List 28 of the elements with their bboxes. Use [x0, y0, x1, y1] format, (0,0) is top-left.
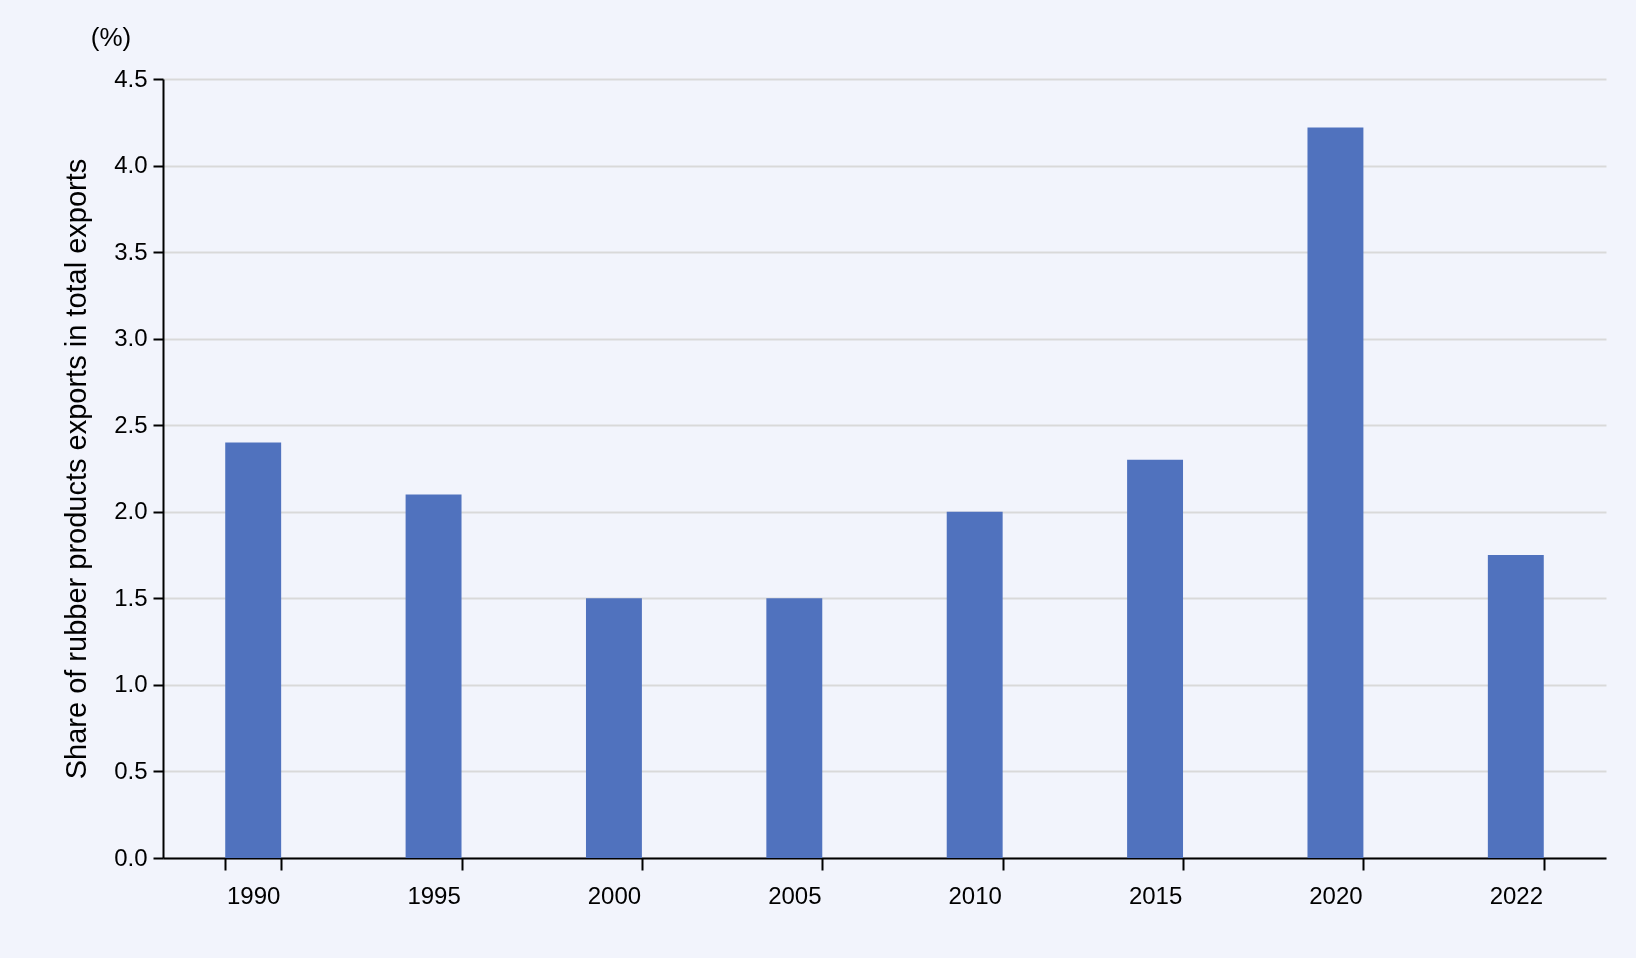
text: (%) — [90, 22, 132, 52]
y-tick-label: 1.5 — [114, 583, 148, 611]
bar — [1487, 555, 1544, 858]
y-tick-label: 4.0 — [114, 151, 148, 179]
x-tick-label: 2015 — [1128, 881, 1183, 909]
bar — [405, 494, 462, 858]
y-tick-label: 4.5 — [114, 64, 148, 92]
x-tick-label: 2022 — [1489, 881, 1544, 909]
y-tick-label: 3.5 — [114, 237, 148, 265]
bar — [585, 598, 642, 858]
bar — [1307, 127, 1364, 858]
y-tick-label: 3.0 — [114, 324, 148, 352]
bar — [1127, 459, 1184, 858]
y-tick-label: 1.0 — [114, 670, 148, 698]
x-tick-label: 2005 — [768, 881, 822, 909]
y-tick-label: 2.0 — [114, 497, 148, 525]
bar — [225, 442, 282, 858]
x-tick-label: 2020 — [1309, 881, 1363, 909]
x-tick-label: 1990 — [226, 881, 281, 909]
bar — [766, 598, 823, 858]
bar — [946, 511, 1003, 858]
x-tick-label: 2000 — [587, 881, 642, 909]
y-tick-label: 2.5 — [114, 410, 148, 438]
x-tick-label: 2010 — [948, 881, 1002, 909]
y-axis-title: Share of rubber products exports in total exports — [60, 158, 93, 780]
y-tick-label: 0.5 — [114, 756, 148, 784]
x-tick-label: 1995 — [407, 881, 461, 909]
y-tick-label: 0.0 — [114, 843, 148, 871]
